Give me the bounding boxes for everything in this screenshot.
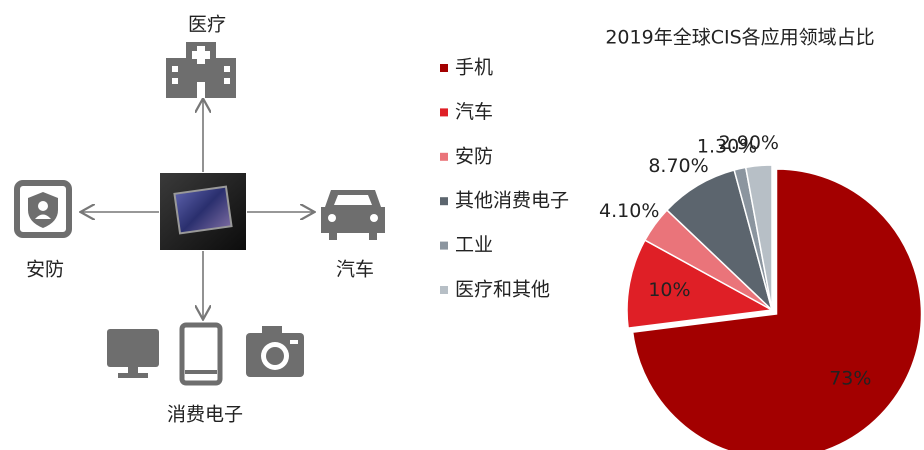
data-label: 2.90% — [719, 132, 779, 154]
pie-slice — [744, 164, 773, 311]
node-label: 消费电子 — [167, 404, 243, 426]
legend-label: 医疗和其他 — [455, 279, 550, 301]
legend-label: 手机 — [455, 57, 493, 79]
node-label: 安防 — [26, 259, 64, 281]
data-label: 4.10% — [599, 200, 659, 222]
car-icon — [321, 190, 385, 240]
data-label: 73% — [829, 368, 871, 390]
security-icon — [14, 180, 72, 238]
legend-label: 其他消费电子 — [455, 190, 569, 212]
pie-slice — [631, 168, 923, 450]
data-label: 10% — [648, 279, 690, 301]
legend-swatch — [440, 197, 448, 206]
legend-label: 安防 — [455, 145, 493, 167]
node-label: 汽车 — [336, 259, 374, 281]
consumer-icons — [107, 322, 304, 386]
diagram: 医疗 安防 汽车 消费电子 — [14, 14, 385, 426]
cis-sensor — [173, 185, 233, 235]
node-label: 医疗 — [188, 14, 226, 36]
legend-swatch — [440, 241, 448, 250]
pie-slice — [626, 239, 775, 330]
data-label: 8.70% — [648, 155, 708, 177]
legend-swatch — [440, 152, 448, 161]
legend-label: 汽车 — [455, 101, 493, 123]
legend-swatch — [440, 64, 448, 72]
chart-title: 2019年全球CIS各应用领域占比 — [605, 27, 874, 49]
legend-swatch — [440, 108, 448, 117]
legend-swatch — [440, 286, 448, 294]
data-label: 1.30% — [697, 136, 757, 158]
hospital-icon — [166, 42, 236, 98]
legend-label: 工业 — [455, 234, 493, 256]
